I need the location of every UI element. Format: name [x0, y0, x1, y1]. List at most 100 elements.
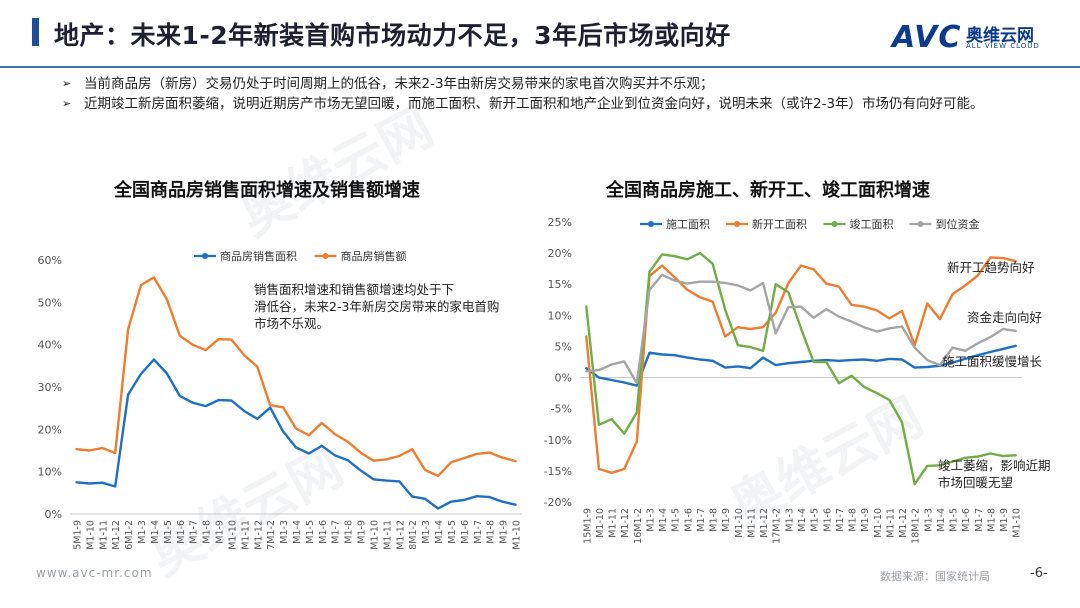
x-tick-label: 15M1-9	[582, 508, 593, 544]
x-tick-label: M1-9	[721, 508, 732, 532]
bullet-arrow-icon: ➢	[62, 74, 71, 94]
legend-marker	[323, 253, 329, 259]
logo-english-name: ALL VIEW CLOUD	[966, 42, 1040, 50]
x-tick-label: M1-3	[645, 508, 656, 532]
bullet-item: ➢ 近期竣工新房面积萎缩，说明近期房产市场无望回暖，而施工面积、新开工面积和地产…	[62, 94, 1022, 114]
x-tick-label: M1-4	[658, 508, 669, 532]
bullet-arrow-icon: ➢	[62, 94, 71, 114]
x-tick-label: M1-5	[163, 520, 174, 544]
legend-marker	[648, 221, 654, 227]
y-tick-label: 30%	[38, 381, 62, 394]
x-tick-label: 15M1-9	[72, 520, 83, 550]
x-tick-label: M1-8	[344, 520, 355, 544]
x-tick-label: M1-4	[150, 520, 161, 544]
x-tick-label: M1-11	[885, 508, 896, 538]
x-tick-label: M1-5	[305, 520, 316, 544]
y-tick-label: 20%	[548, 247, 572, 260]
x-tick-label: 18M1-2	[911, 508, 922, 544]
x-tick-label: 17M1-2	[266, 520, 277, 550]
x-tick-label: M1-12	[395, 520, 406, 550]
data-source: 数据来源：国家统计局	[880, 568, 990, 584]
x-tick-label: M1-10	[1012, 508, 1023, 538]
right-chart-title: 全国商品房施工、新开工、竣工面积增速	[606, 176, 930, 202]
y-tick-label: 25%	[548, 216, 572, 229]
legend-label: 施工面积	[666, 218, 710, 231]
x-tick-label: M1-8	[202, 520, 213, 544]
x-tick-label: M1-7	[835, 508, 846, 532]
x-tick-label: M1-9	[999, 508, 1010, 532]
x-tick-label: M1-9	[357, 520, 368, 544]
x-tick-label: M1-4	[292, 520, 303, 544]
y-tick-label: 0%	[45, 508, 62, 521]
x-tick-label: M1-12	[111, 520, 122, 550]
right-line-chart: -20%-15%-10%-5%0%5%10%15%20%25%15M1-9 M1-…	[540, 210, 1080, 550]
bullet-item: ➢ 当前商品房（新房）交易仍处于时间周期上的低谷，未来2-3年由新房交易带来的家…	[62, 74, 1022, 94]
x-tick-label: M1-8	[709, 508, 720, 532]
chart-annotation: 市场回暖无望	[938, 475, 1013, 490]
x-tick-label: M1-8	[848, 508, 859, 532]
chart-annotation: 滑低谷，未来2-3年新房交房带来的家电首购	[254, 299, 499, 314]
logo-mark: AVC	[892, 20, 961, 55]
x-tick-label: M1-6	[460, 520, 471, 544]
x-tick-label: 16M1-2	[124, 520, 135, 550]
y-tick-label: 60%	[38, 254, 62, 267]
chart-annotation: 资金走向向好	[967, 310, 1042, 325]
legend-marker	[832, 221, 838, 227]
x-tick-label: M1-4	[797, 508, 808, 532]
x-tick-label: M1-11	[240, 520, 251, 550]
legend-label: 商品房销售额	[341, 249, 407, 263]
bullet-list: ➢ 当前商品房（新房）交易仍处于时间周期上的低谷，未来2-3年由新房交易带来的家…	[62, 74, 1022, 114]
chart-annotation: 施工面积缓慢增长	[942, 354, 1043, 369]
left-line-chart: 0%10%20%30%40%50%60%15M1-9 M1-10 M1-11 M1-1…	[0, 210, 540, 550]
legend-marker	[734, 221, 740, 227]
legend-label: 新开工面积	[752, 217, 807, 231]
y-tick-label: 20%	[38, 423, 62, 436]
x-tick-label: M1-7	[473, 520, 484, 544]
series-line	[77, 360, 516, 509]
left-chart-title: 全国商品房销售面积增速及销售额增速	[114, 176, 420, 202]
x-tick-label: 16M1-2	[633, 508, 644, 544]
y-tick-label: 40%	[38, 339, 62, 352]
x-tick-label: M1-10	[595, 508, 606, 538]
y-tick-label: 5%	[555, 340, 572, 353]
x-tick-label: M1-7	[974, 508, 985, 532]
x-tick-label: M1-7	[189, 520, 200, 544]
x-tick-label: M1-6	[683, 508, 694, 532]
x-tick-label: 17M1-2	[772, 508, 783, 544]
x-tick-label: M1-12	[253, 520, 264, 550]
x-tick-label: 18M1-2	[408, 520, 419, 550]
brand-logo: AVC 奥维云网 ALL VIEW CLOUD	[892, 20, 1052, 54]
x-tick-label: M1-7	[331, 520, 342, 544]
x-tick-label: M1-11	[746, 508, 757, 538]
x-tick-label: M1-3	[923, 508, 934, 532]
x-tick-label: M1-5	[447, 520, 458, 544]
title-divider	[0, 66, 1080, 68]
x-tick-label: M1-12	[620, 508, 631, 538]
x-tick-label: M1-7	[696, 508, 707, 532]
x-tick-label: M1-6	[822, 508, 833, 532]
x-tick-label: M1-11	[608, 508, 619, 538]
x-tick-label: M1-11	[98, 520, 109, 550]
x-tick-label: M1-10	[227, 520, 238, 550]
y-tick-label: 15%	[548, 278, 572, 291]
x-tick-label: M1-6	[318, 520, 329, 544]
x-tick-label: M1-4	[936, 508, 947, 532]
x-tick-label: M1-5	[671, 508, 682, 532]
legend-label: 到位资金	[936, 217, 980, 231]
x-tick-label: M1-10	[512, 520, 523, 550]
chart-annotation: 市场不乐观。	[254, 316, 329, 331]
y-tick-label: 0%	[555, 372, 572, 385]
x-tick-label: M1-6	[961, 508, 972, 532]
x-tick-label: M1-3	[421, 520, 432, 544]
y-tick-label: 10%	[548, 309, 572, 322]
x-tick-label: M1-3	[279, 520, 290, 544]
x-tick-label: M1-10	[369, 520, 380, 550]
bullet-text: 当前商品房（新房）交易仍处于时间周期上的低谷，未来2-3年由新房交易带来的家电首…	[84, 76, 714, 92]
x-tick-label: M1-3	[137, 520, 148, 544]
legend-marker	[918, 221, 924, 227]
y-tick-label: 10%	[38, 466, 62, 479]
x-tick-label: M1-9	[860, 508, 871, 532]
legend-label: 商品房销售面积	[220, 249, 297, 263]
page-number: -6-	[1030, 566, 1048, 581]
x-tick-label: M1-9	[499, 520, 510, 544]
